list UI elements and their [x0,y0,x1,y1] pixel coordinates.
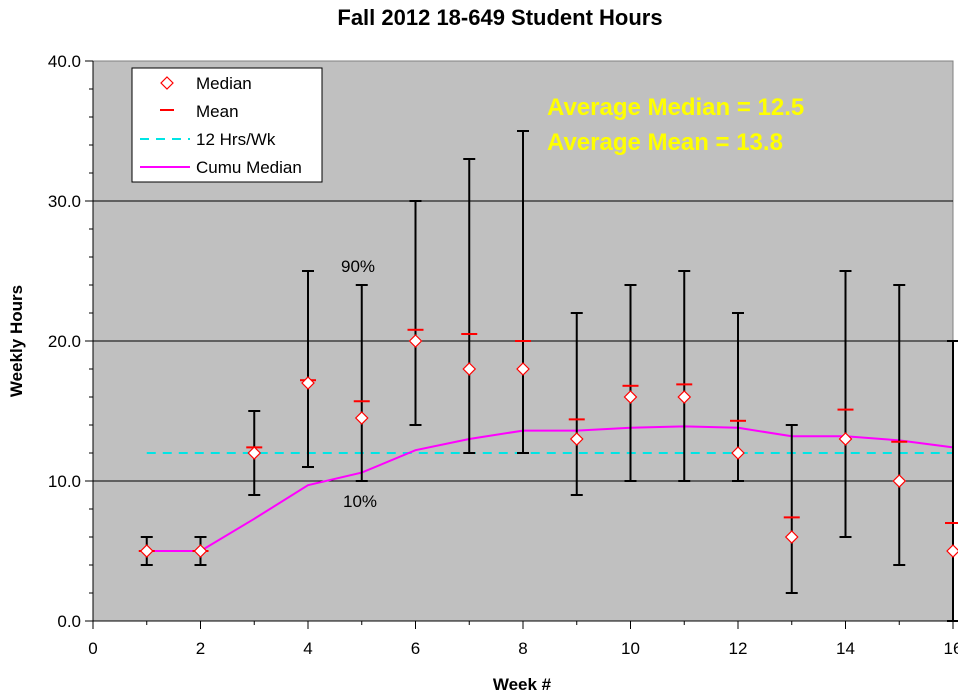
median-marker-week-14 [838,432,853,446]
median-marker-week-16 [946,544,958,558]
y-tick-label-3: 30.0 [48,192,81,211]
x-tick-label-3: 6 [411,639,420,658]
legend-target-label: 12 Hrs/Wk [196,130,276,149]
median-marker-week-6 [408,334,423,348]
x-axis: 0 2 4 6 8 10 12 14 16 [88,620,958,658]
x-tick-label-5: 10 [621,639,640,658]
x-axis-title: Week # [493,675,552,694]
error-bar-low-label: 10% [343,492,377,511]
cumu-median-path [146,425,954,552]
legend-median-label: Median [196,74,252,93]
x-tick-label-2: 4 [303,639,312,658]
median-marker-week-8 [516,362,530,376]
median-marker-week-3 [247,446,262,460]
median-markers [139,334,958,558]
legend-median-swatch [160,76,174,90]
legend-box [131,67,323,183]
average-median-annotation: Average Median = 12.5 [547,94,804,121]
chart-title: Fall 2012 18-649 Student Hours [337,5,662,30]
legend: Median Mean 12 Hrs/Wk Cumu Median [131,67,323,183]
median-marker-week-11 [677,390,692,404]
median-marker-week-4 [301,376,315,390]
y-tick-label-2: 20.0 [48,332,81,351]
error-bar-high-label: 90% [341,257,375,276]
median-marker-week-13 [784,530,799,544]
median-marker-week-10 [623,390,638,404]
x-tick-label-8: 16 [944,639,958,658]
median-marker-week-9 [569,432,584,446]
median-marker-week-5 [354,411,369,425]
x-tick-label-4: 8 [518,639,527,658]
x-tick-label-6: 12 [729,639,748,658]
median-marker-week-2 [193,544,208,558]
y-axis: 0.0 10.0 20.0 30.0 40.0 [48,52,94,631]
x-tick-label-0: 0 [88,639,97,658]
median-marker-week-12 [731,446,745,460]
y-tick-label-4: 40.0 [48,52,81,71]
y-axis-title: Weekly Hours [7,285,26,397]
legend-cumu-label: Cumu Median [196,158,302,177]
cumu-median-line [146,425,954,552]
median-marker-week-15 [892,474,907,488]
x-tick-label-7: 14 [836,639,855,658]
y-tick-label-1: 10.0 [48,472,81,491]
average-mean-annotation: Average Mean = 13.8 [547,129,783,156]
legend-mean-label: Mean [196,102,239,121]
median-marker-week-7 [462,362,477,376]
x-tick-label-1: 2 [196,639,205,658]
y-tick-label-0: 0.0 [57,612,81,631]
median-marker-week-1 [139,544,154,558]
